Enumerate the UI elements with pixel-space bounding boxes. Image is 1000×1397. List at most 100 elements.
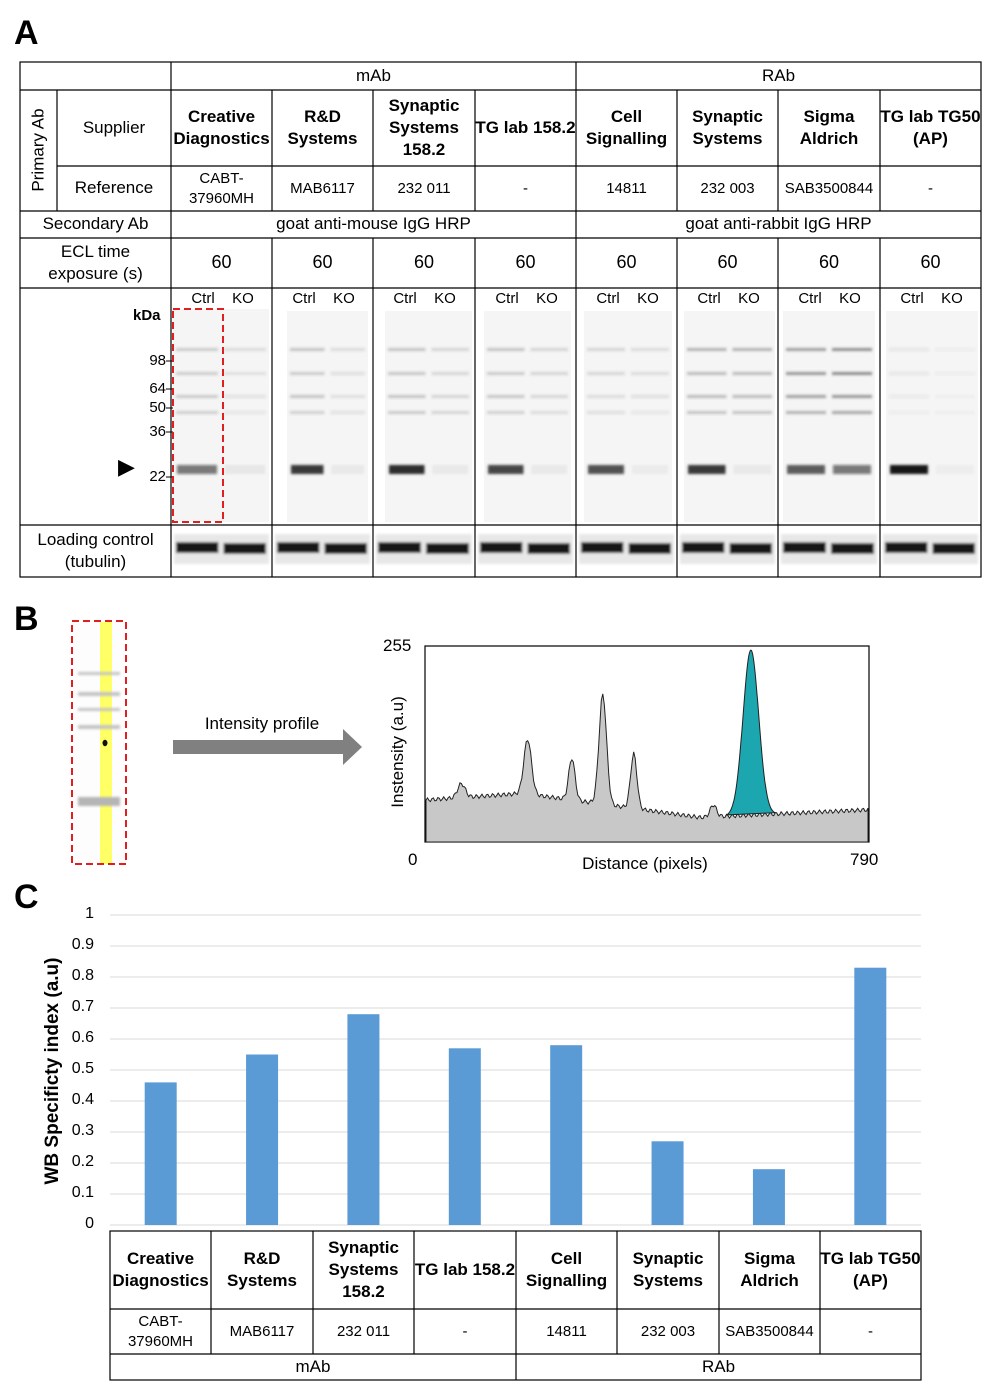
target-band: [488, 465, 524, 474]
ctrl-lane-label: Ctrl: [292, 290, 316, 308]
bar: [144, 1082, 177, 1225]
x-max-label: 790: [850, 850, 879, 869]
lane-bands: [78, 672, 120, 806]
ecl-time-cell: 60: [211, 252, 232, 273]
y-tick-label: 0.2: [71, 1153, 94, 1170]
intensity-profile-panel: [71, 620, 870, 865]
ecl-time-cell: 60: [312, 252, 333, 273]
ko-lane-label: KO: [941, 290, 963, 308]
blot-lane-bg: [886, 311, 978, 522]
category-label: Sigma Aldrich: [740, 1248, 799, 1290]
mw-marker-label: 98: [149, 352, 166, 369]
y-tick-label: 0.3: [71, 1122, 94, 1139]
category-reference: MAB6117: [229, 1322, 295, 1340]
mw-marker-label: 22: [149, 468, 166, 485]
highlight-dashed-box: [172, 308, 224, 523]
y-tick-label: 0: [85, 1215, 94, 1232]
target-band: [588, 465, 624, 474]
bar: [854, 967, 887, 1225]
mw-marker-label: 50: [149, 399, 166, 416]
secondary-mab: goat anti-mouse IgG HRP: [276, 214, 471, 234]
y-tick-label: 0.6: [71, 1029, 94, 1046]
tubulin-band: [176, 542, 219, 553]
y-tick-label: 1: [85, 905, 94, 922]
ko-lane-label: KO: [738, 290, 760, 308]
blot-lane-bg: [287, 311, 368, 522]
ecl-time-label: ECL time exposure (s): [48, 241, 143, 283]
western-blot-table: mAb RAb Primary Ab Supplier Reference Se…: [0, 0, 1000, 590]
ctrl-lane-label: Ctrl: [495, 290, 519, 308]
mw-marker-label: 36: [149, 423, 166, 440]
y-tick-label: 0.9: [71, 936, 94, 953]
tubulin-band: [527, 543, 570, 554]
secondary-ab-label: Secondary Ab: [42, 214, 149, 234]
tubulin-band: [426, 543, 469, 554]
supplier-cell: Creative Diagnostics: [173, 106, 270, 148]
tubulin-band: [581, 542, 624, 553]
tubulin-band: [277, 542, 320, 553]
x-axis-label: Distance (pixels): [582, 854, 708, 873]
y-tick-label: 0.8: [71, 967, 94, 984]
ctrl-lane-label: Ctrl: [798, 290, 822, 308]
group-header-rab: RAb: [761, 65, 796, 85]
bar: [246, 1054, 279, 1225]
category-reference: 232 003: [640, 1322, 696, 1340]
tubulin-band: [831, 543, 874, 554]
ecl-time-cell: 60: [717, 252, 738, 273]
category-reference: -: [868, 1322, 873, 1340]
target-band: [432, 465, 468, 474]
target-band: [225, 465, 265, 474]
ctrl-lane-label: Ctrl: [697, 290, 721, 308]
reference-cell: 232 011: [397, 179, 451, 197]
x-min-label: 0: [408, 850, 418, 869]
ctrl-lane-label: Ctrl: [393, 290, 417, 308]
reference-cell: 14811: [606, 179, 647, 197]
reference-cell: -: [928, 179, 933, 197]
target-band: [177, 465, 217, 474]
ecl-time-cell: 60: [818, 252, 840, 273]
supplier-cell: TG lab 158.2: [475, 117, 576, 137]
group-header-mab: mAb: [356, 65, 391, 85]
target-band: [688, 465, 726, 474]
tubulin-band: [682, 542, 725, 553]
lane-dashed-box: [71, 620, 127, 865]
tubulin-band: [932, 543, 975, 554]
y-max-label: 255: [383, 636, 412, 655]
y-axis-label: Instensity (a.u): [388, 696, 407, 808]
chart-group-mab: mAb: [295, 1356, 331, 1376]
category-label: Synaptic Systems: [632, 1248, 704, 1290]
category-reference: -: [462, 1322, 468, 1340]
profile-curve: [425, 693, 869, 843]
target-band: [833, 465, 871, 474]
target-band: [787, 465, 825, 474]
chart-y-axis-label: WB Specificty index (a.u): [42, 957, 63, 1185]
ko-lane-label: KO: [434, 290, 456, 308]
intensity-profile-label: Intensity profile: [204, 714, 320, 733]
target-band: [733, 465, 771, 474]
bar: [550, 1045, 583, 1225]
ko-lane-label: KO: [839, 290, 861, 308]
target-band: [331, 465, 364, 474]
supplier-cell: TG lab TG50 (AP): [880, 106, 981, 148]
reference-cell: MAB6117: [290, 179, 355, 197]
panel-label-a: A: [14, 14, 39, 52]
y-tick-label: 0.4: [71, 1091, 94, 1108]
chart-table-grid: [109, 1230, 922, 1381]
mw-marker-label: 64: [149, 380, 166, 397]
supplier-cell: Cell Signalling: [585, 106, 668, 148]
category-label: TG lab 158.2: [414, 1259, 516, 1279]
secondary-rab: goat anti-rabbit IgG HRP: [685, 214, 872, 234]
ecl-time-cell: 60: [413, 252, 435, 273]
blot-lane-bg: [684, 311, 775, 522]
category-label: Creative Diagnostics: [112, 1248, 209, 1290]
bar: [448, 1048, 481, 1225]
target-band: [531, 465, 567, 474]
ko-lane-label: KO: [333, 290, 355, 308]
blot-lane-bg: [484, 311, 571, 522]
target-peak: [724, 649, 778, 816]
target-band: [632, 465, 668, 474]
category-label: R&D Systems: [227, 1248, 297, 1290]
ko-lane-label: KO: [232, 290, 254, 308]
y-tick-label: 0.5: [71, 1060, 94, 1077]
reference-label: Reference: [74, 178, 154, 198]
